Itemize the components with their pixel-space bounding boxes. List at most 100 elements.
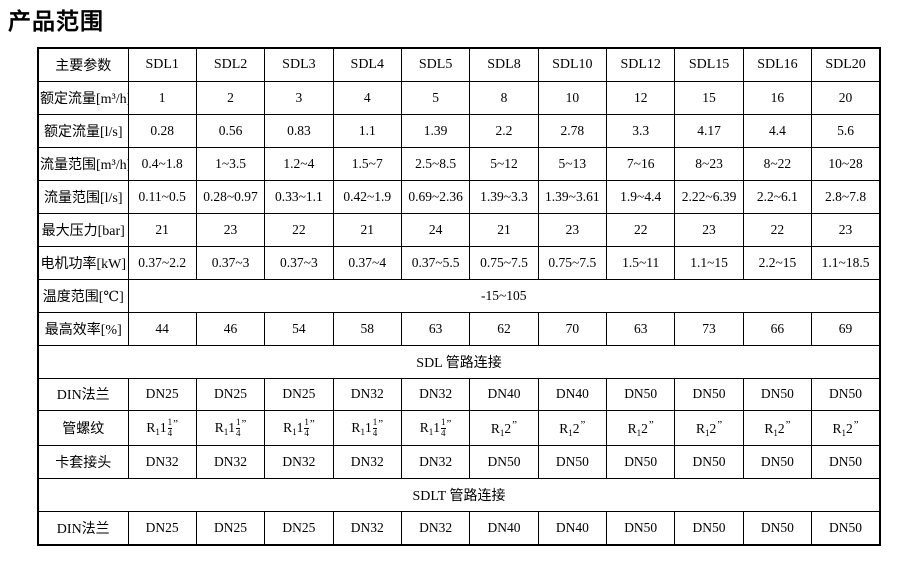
thread-value-cell: R12” xyxy=(742,410,813,446)
value-cell: DN50 xyxy=(811,510,881,546)
model-header-cell: SDL20 xyxy=(811,47,881,83)
param-row: 管螺纹 R11 1 4” R11 1 4” R11 1 4” R11 1 4” R11 1 4” R12” R12… xyxy=(37,410,881,446)
thread-value-cell: R12” xyxy=(537,410,608,446)
section-row: SDLT 管路连接 xyxy=(37,477,881,512)
value-cell: 5 xyxy=(400,81,471,116)
value-cell: 46 xyxy=(195,311,266,346)
value-cell: DN40 xyxy=(469,377,539,412)
row-label-cell: 额定流量[l/s] xyxy=(37,114,129,149)
model-header-cell: SDL16 xyxy=(742,47,813,83)
value-cell: 0.28 xyxy=(127,114,197,149)
value-cell: 0.37~2.2 xyxy=(127,245,197,280)
value-cell: 12 xyxy=(606,81,676,116)
value-cell: DN50 xyxy=(811,444,881,479)
thread-value-cell: R12” xyxy=(469,410,539,446)
value-cell: DN40 xyxy=(537,510,608,546)
value-cell: DN50 xyxy=(469,444,539,479)
value-cell: 1.1~15 xyxy=(674,245,744,280)
thread-value-cell: R12” xyxy=(674,410,744,446)
param-row: DIN法兰 DN25 DN25 DN25 DN32 DN32 DN40 DN40 DN50 DN5… xyxy=(37,377,881,412)
value-cell: 0.75~7.5 xyxy=(537,245,608,280)
value-cell: 8 xyxy=(469,81,539,116)
param-row: 温度范围[℃] -15~105 xyxy=(37,278,881,313)
value-cell: 23 xyxy=(811,212,881,247)
spec-table-body: 主要参数 SDL1 SDL2 SDL3 SDL4 SDL5 SDL8 SDL10 SDL12 SD… xyxy=(37,47,881,546)
row-label-cell: DIN法兰 xyxy=(37,510,129,546)
value-cell: 1.5~7 xyxy=(332,147,402,181)
value-cell: 2.22~6.39 xyxy=(674,179,744,214)
value-cell: 0.56 xyxy=(195,114,266,149)
value-cell: DN25 xyxy=(127,377,197,412)
row-label-cell: 温度范围[℃] xyxy=(37,278,129,313)
section-title-cell: SDL 管路连接 xyxy=(37,344,881,379)
spec-table: 主要参数 SDL1 SDL2 SDL3 SDL4 SDL5 SDL8 SDL10 SDL12 SD… xyxy=(37,47,881,546)
thread-value-cell: R11 1 4” xyxy=(127,410,197,446)
value-cell: DN25 xyxy=(127,510,197,546)
value-cell: 0.4~1.8 xyxy=(127,147,197,181)
value-cell: DN40 xyxy=(469,510,539,546)
model-header-cell: SDL8 xyxy=(469,47,539,83)
value-cell: DN50 xyxy=(742,377,813,412)
value-cell: 3 xyxy=(264,81,334,116)
model-header-cell: SDL3 xyxy=(264,47,334,83)
corner-label-cell: 主要参数 xyxy=(37,47,129,83)
param-row: 最高效率[%] 44 46 54 58 63 62 70 63 73 66 69 xyxy=(37,311,881,346)
section-title-cell: SDLT 管路连接 xyxy=(37,477,881,512)
value-cell: 2.8~7.8 xyxy=(811,179,881,214)
value-cell: DN32 xyxy=(400,510,471,546)
value-cell: 5~13 xyxy=(537,147,608,181)
value-cell: 0.37~5.5 xyxy=(400,245,471,280)
row-label-cell: 卡套接头 xyxy=(37,444,129,479)
value-cell: 5~12 xyxy=(469,147,539,181)
param-row: 流量范围[l/s] 0.11~0.5 0.28~0.97 0.33~1.1 0.42~1… xyxy=(37,179,881,214)
value-cell: DN50 xyxy=(537,444,608,479)
value-cell: 5.6 xyxy=(811,114,881,149)
param-row: 流量范围[m³/h] 0.4~1.8 1~3.5 1.2~4 1.5~7 2.5~8.5 5… xyxy=(37,147,881,181)
value-cell: 2.78 xyxy=(537,114,608,149)
value-cell: DN32 xyxy=(127,444,197,479)
value-cell: 44 xyxy=(127,311,197,346)
model-header-cell: SDL4 xyxy=(332,47,402,83)
thread-value-cell: R11 1 4” xyxy=(400,410,471,446)
model-header-cell: SDL2 xyxy=(195,47,266,83)
value-cell: 63 xyxy=(606,311,676,346)
value-cell: 0.37~3 xyxy=(264,245,334,280)
value-cell: DN32 xyxy=(400,444,471,479)
row-label-cell: 电机功率[kW] xyxy=(37,245,129,280)
param-row: 电机功率[kW] 0.37~2.2 0.37~3 0.37~3 0.37~4 0.37~5… xyxy=(37,245,881,280)
value-cell: 66 xyxy=(742,311,813,346)
thread-value-cell: R12” xyxy=(606,410,676,446)
value-cell: 8~22 xyxy=(742,147,813,181)
value-cell: 0.75~7.5 xyxy=(469,245,539,280)
value-cell: 69 xyxy=(811,311,881,346)
value-cell: 2.2~6.1 xyxy=(742,179,813,214)
param-row: 卡套接头 DN32 DN32 DN32 DN32 DN32 DN50 DN50 DN50 DN50… xyxy=(37,444,881,479)
value-cell: 63 xyxy=(400,311,471,346)
value-cell: 21 xyxy=(469,212,539,247)
section-row: SDL 管路连接 xyxy=(37,344,881,379)
thread-value-cell: R11 1 4” xyxy=(264,410,334,446)
value-cell: 0.11~0.5 xyxy=(127,179,197,214)
value-cell: 62 xyxy=(469,311,539,346)
value-cell: 54 xyxy=(264,311,334,346)
param-row: 额定流量[m³/h] 1 2 3 4 5 8 10 12 15 16 20 xyxy=(37,81,881,116)
value-cell: 22 xyxy=(742,212,813,247)
value-cell: DN50 xyxy=(674,377,744,412)
value-cell: 22 xyxy=(264,212,334,247)
value-cell: 1.39~3.61 xyxy=(537,179,608,214)
value-cell: 2 xyxy=(195,81,266,116)
value-cell: 1.39 xyxy=(400,114,471,149)
value-cell: 15 xyxy=(674,81,744,116)
value-cell: DN25 xyxy=(195,510,266,546)
value-cell: 23 xyxy=(195,212,266,247)
value-cell: 21 xyxy=(127,212,197,247)
thread-value-cell: R11 1 4” xyxy=(195,410,266,446)
value-cell: 0.28~0.97 xyxy=(195,179,266,214)
value-cell: DN50 xyxy=(606,510,676,546)
value-cell: 0.33~1.1 xyxy=(264,179,334,214)
value-cell: 0.37~4 xyxy=(332,245,402,280)
value-cell: 2.5~8.5 xyxy=(400,147,471,181)
value-cell: DN32 xyxy=(195,444,266,479)
value-cell: 1.1~18.5 xyxy=(811,245,881,280)
value-cell: 58 xyxy=(332,311,402,346)
